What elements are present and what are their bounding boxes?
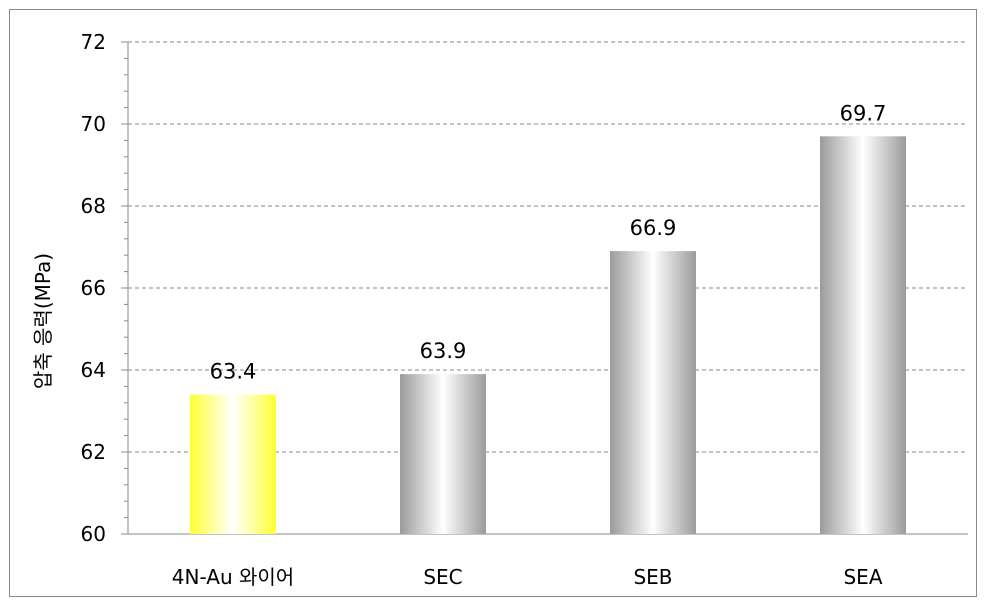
x-category-label: SEC (423, 565, 462, 589)
x-category-label: SEA (843, 565, 882, 589)
x-category-label: SEB (633, 565, 672, 589)
y-tick-label: 70 (81, 112, 106, 136)
y-tick-label: 62 (81, 440, 106, 464)
bar (820, 136, 906, 535)
labels: 60 62 64 66 68 70 72 63.4 4N-Au 와이어 63.9 SEC 66.9 SE… (81, 30, 887, 589)
y-tick-label: 68 (81, 194, 106, 218)
y-tick-label: 64 (81, 358, 106, 382)
data-label: 66.9 (630, 216, 677, 240)
chart-frame (9, 9, 977, 597)
bar (190, 394, 276, 534)
x-category-label: 4N-Au 와이어 (172, 565, 294, 589)
data-label: 63.4 (210, 360, 257, 384)
bar (610, 251, 696, 534)
data-label: 63.9 (420, 339, 467, 363)
bar (400, 374, 486, 534)
y-tick-label: 66 (81, 276, 106, 300)
bars (190, 136, 906, 535)
data-label: 69.7 (840, 101, 887, 125)
y-tick-label: 72 (81, 30, 106, 54)
y-axis-title: 압축 응력(MPa) (31, 253, 55, 389)
y-tick-label: 60 (81, 522, 106, 546)
